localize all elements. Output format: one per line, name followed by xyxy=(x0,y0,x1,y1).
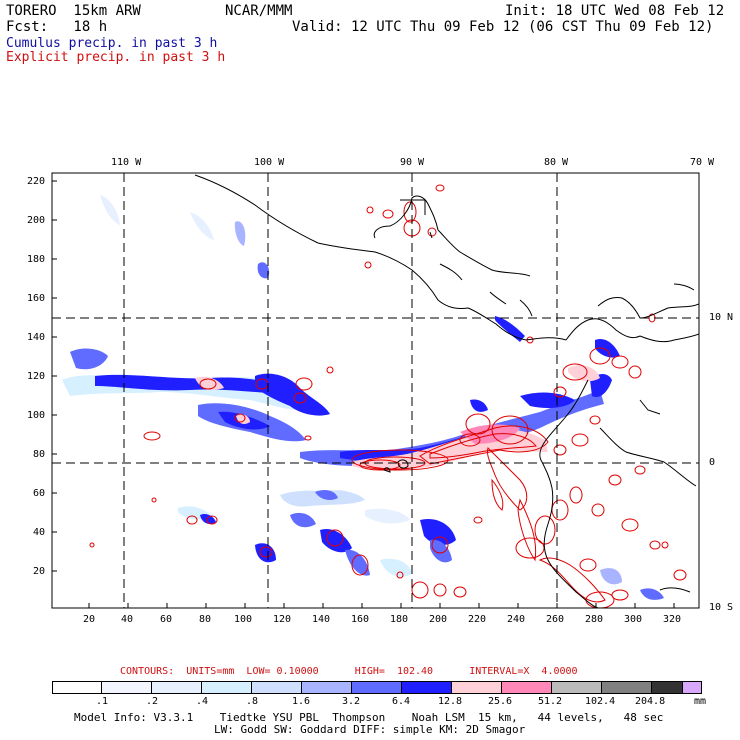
lat-label: 10 S xyxy=(709,602,734,613)
x-tick-label: 220 xyxy=(468,614,487,625)
y-tick-label: 60 xyxy=(33,488,46,499)
y-tick-label: 200 xyxy=(27,215,46,226)
valid-time: Valid: 12 UTC Thu 09 Feb 12 (06 CST Thu … xyxy=(292,19,714,35)
color-bar-label: 51.2 xyxy=(538,696,563,707)
color-bar-label: .1 xyxy=(96,696,109,707)
coastlines xyxy=(194,174,699,608)
contour-info: CONTOURS: UNITS=mm LOW= 0.10000 HIGH= 10… xyxy=(120,666,578,677)
init-time: Init: 18 UTC Wed 08 Feb 12 xyxy=(505,3,725,19)
x-tick-label: 260 xyxy=(546,614,565,625)
x-tick-label: 140 xyxy=(312,614,331,625)
y-tick-label: 140 xyxy=(27,332,46,343)
x-tick-label: 200 xyxy=(429,614,448,625)
tick-marks xyxy=(52,180,675,608)
x-tick-label: 20 xyxy=(83,614,96,625)
x-tick-label: 240 xyxy=(507,614,526,625)
color-bar-box xyxy=(401,681,452,694)
color-bar-box xyxy=(201,681,252,694)
x-tick-label: 320 xyxy=(663,614,682,625)
color-bar-label: 12.8 xyxy=(438,696,463,707)
color-bar-label: .4 xyxy=(196,696,209,707)
lon-label: 80 W xyxy=(544,157,569,168)
org-label: NCAR/MMM xyxy=(225,3,293,19)
cumulus-legend: Cumulus precip. in past 3 h xyxy=(6,36,218,51)
x-tick-label: 80 xyxy=(199,614,212,625)
color-bar-label: 1.6 xyxy=(292,696,311,707)
color-bar-label: 25.6 xyxy=(488,696,513,707)
lon-label: 90 W xyxy=(400,157,425,168)
y-tick-label: 160 xyxy=(27,293,46,304)
y-tick-label: 80 xyxy=(33,449,46,460)
map-frame xyxy=(51,172,700,609)
y-tick-label: 40 xyxy=(33,527,46,538)
y-tick-label: 100 xyxy=(27,410,46,421)
x-tick-label: 280 xyxy=(585,614,604,625)
lon-label: 110 W xyxy=(111,157,142,168)
explicit-legend: Explicit precip. in past 3 h xyxy=(6,50,226,65)
color-bar-box xyxy=(301,681,352,694)
x-tick-label: 100 xyxy=(234,614,253,625)
y-tick-label: 220 xyxy=(27,176,46,187)
color-bar-box xyxy=(251,681,302,694)
forecast-hour: Fcst: 18 h xyxy=(6,19,108,35)
color-bar-box xyxy=(151,681,202,694)
color-bar-unit: mm xyxy=(694,696,707,707)
x-tick-label: 120 xyxy=(273,614,292,625)
x-tick-label: 300 xyxy=(624,614,643,625)
color-bar-box xyxy=(682,681,702,694)
lon-label: 70 W xyxy=(690,157,715,168)
color-bar-box xyxy=(451,681,502,694)
color-bar-label: 3.2 xyxy=(342,696,361,707)
color-bar-label: 6.4 xyxy=(392,696,411,707)
lon-label: 100 W xyxy=(254,157,285,168)
x-tick-label: 180 xyxy=(390,614,409,625)
color-bar-box xyxy=(601,681,652,694)
color-bar-box xyxy=(501,681,552,694)
model-title: TORERO 15km ARW xyxy=(6,3,141,19)
color-bar-label: 204.8 xyxy=(635,696,666,707)
model-info: Model Info: V3.3.1 Tiedtke YSU PBL Thomp… xyxy=(74,711,664,724)
physics-info: LW: Godd SW: Goddard DIFF: simple KM: 2D… xyxy=(214,723,526,736)
y-tick-label: 180 xyxy=(27,254,46,265)
lat-label: 10 N xyxy=(709,312,734,323)
x-tick-label: 40 xyxy=(121,614,134,625)
color-bar-box xyxy=(101,681,152,694)
cumulus-precip-shading xyxy=(62,195,664,600)
x-tick-label: 60 xyxy=(160,614,173,625)
color-bar-label: .2 xyxy=(146,696,159,707)
color-bar-box xyxy=(551,681,602,694)
explicit-precip-contours xyxy=(89,184,687,608)
y-tick-label: 20 xyxy=(33,566,46,577)
y-tick-label: 120 xyxy=(27,371,46,382)
lat-label: 0 xyxy=(709,457,716,468)
color-bar-box xyxy=(351,681,402,694)
x-tick-label: 160 xyxy=(351,614,370,625)
color-bar-box xyxy=(52,681,102,694)
color-bar-label: 102.4 xyxy=(585,696,616,707)
lat-lon-grid xyxy=(52,173,699,608)
color-bar-label: .8 xyxy=(246,696,259,707)
